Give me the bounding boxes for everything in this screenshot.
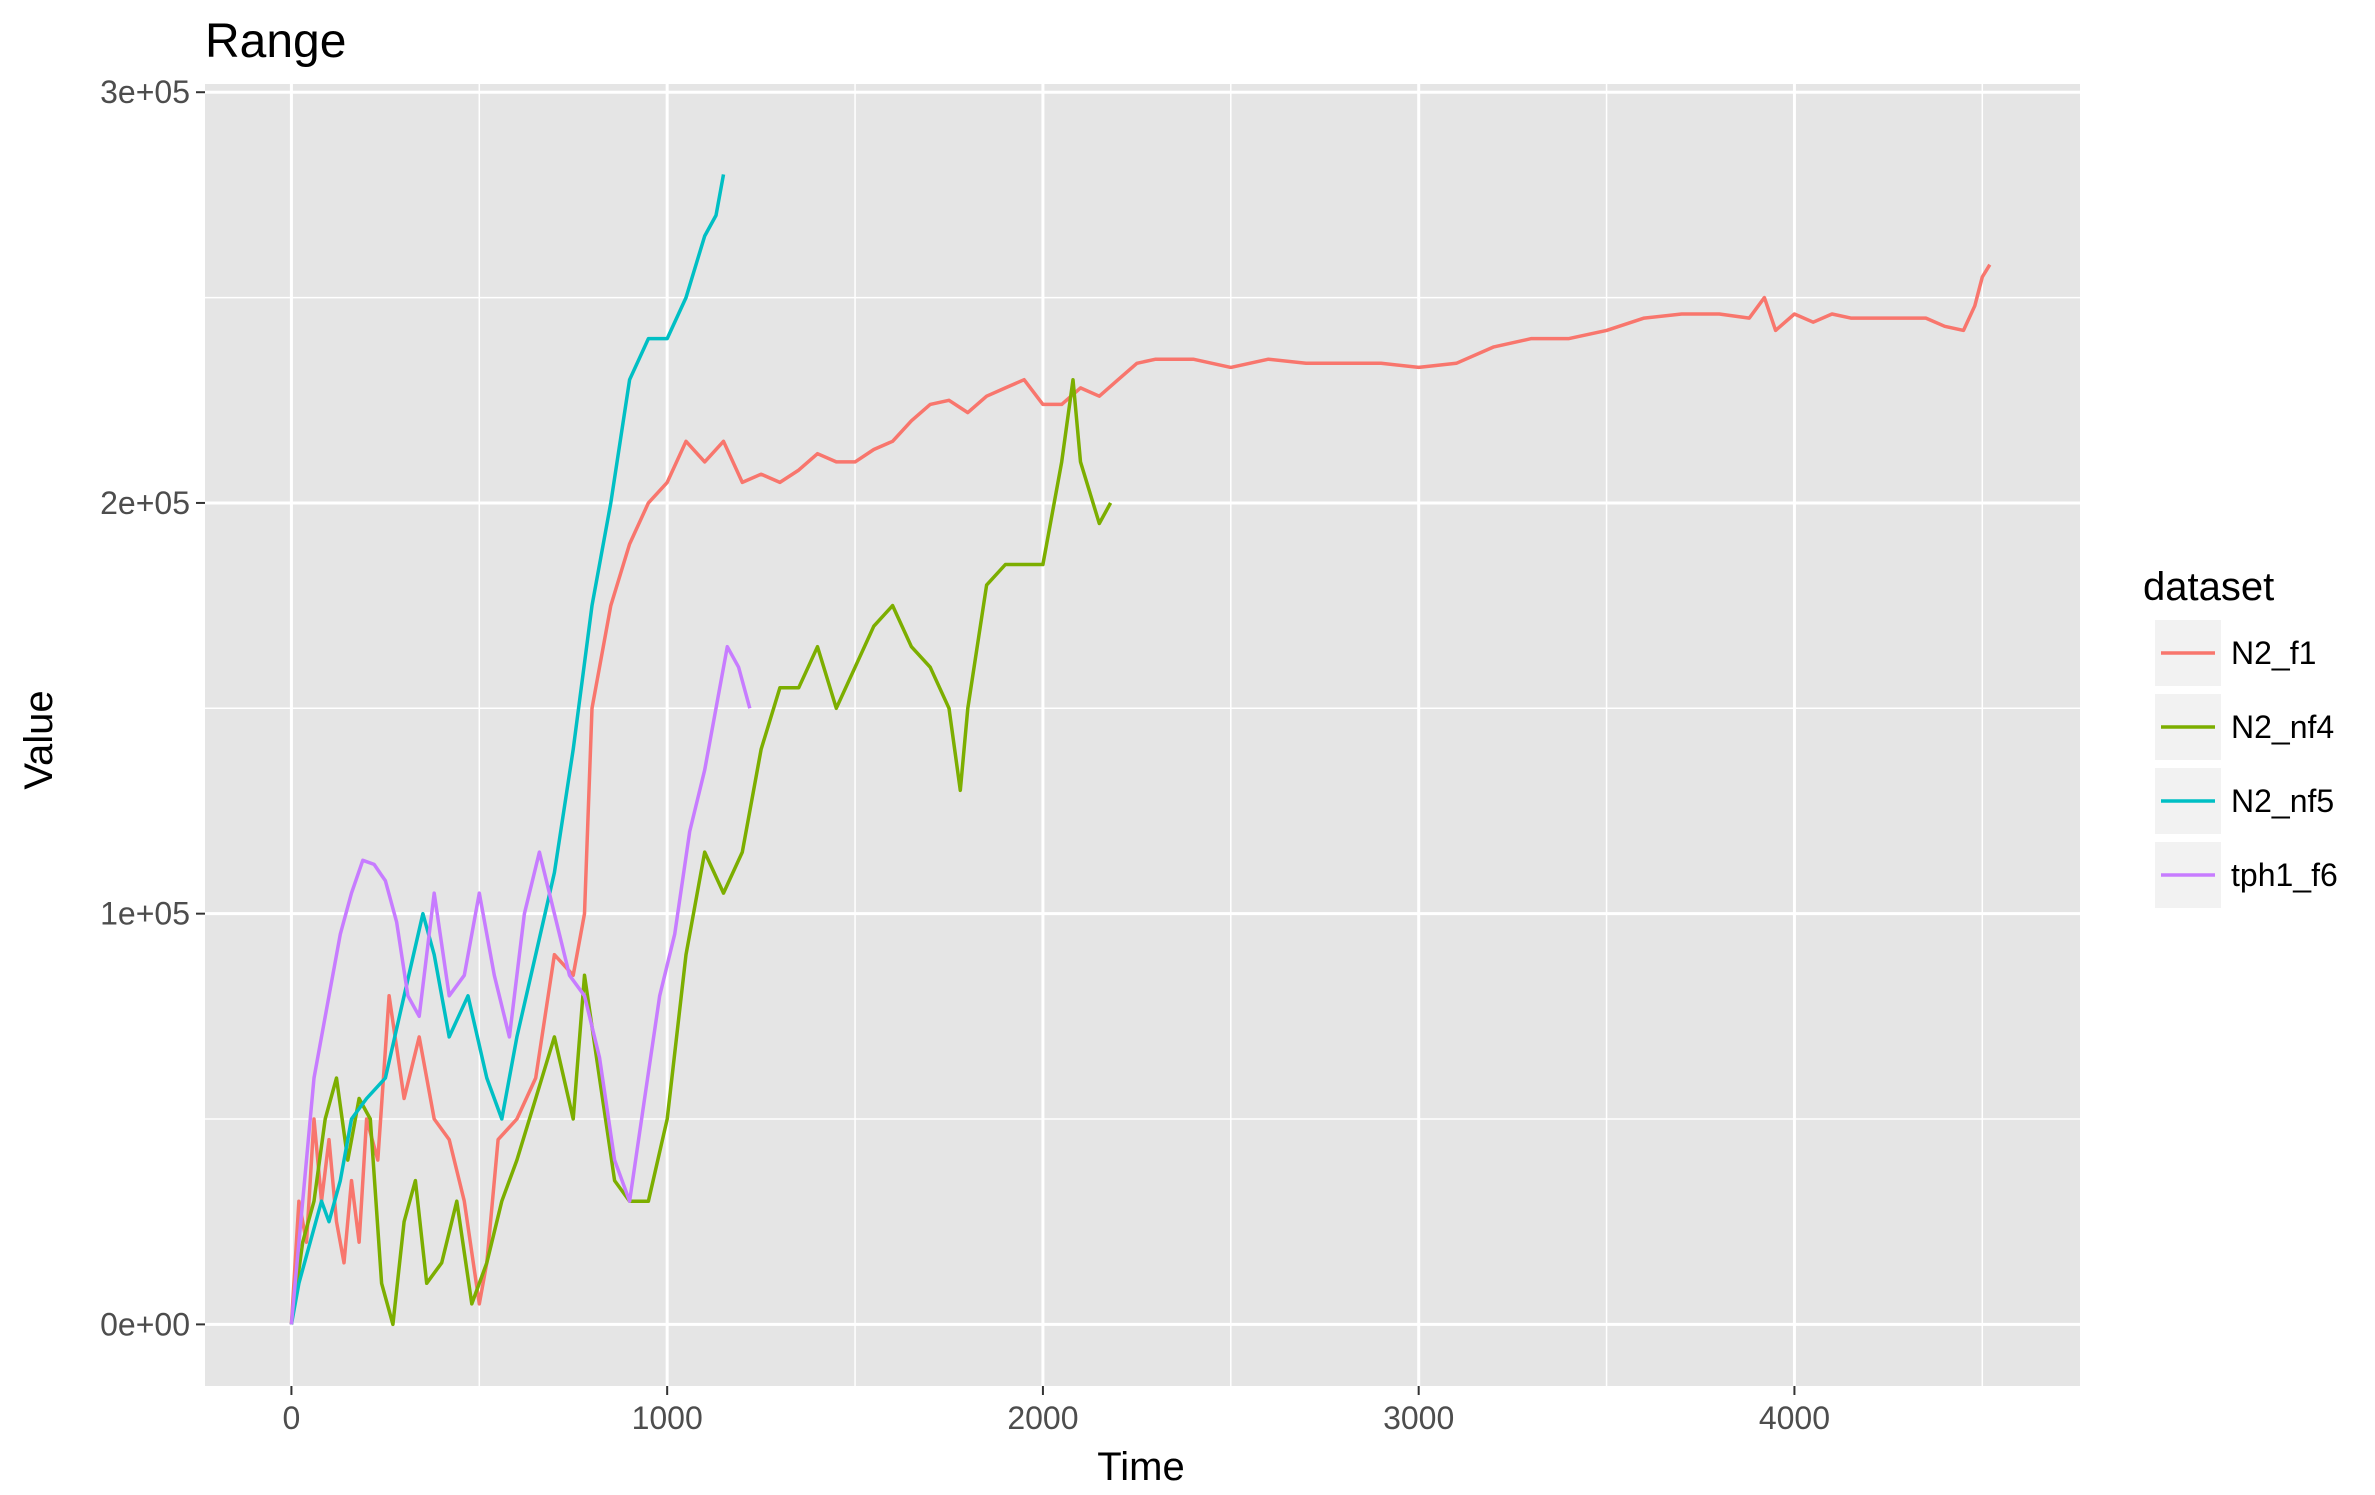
y-tick-label: 1e+05 xyxy=(100,896,190,932)
y-tick-label: 0e+00 xyxy=(100,1306,190,1342)
legend-label-N2_f1: N2_f1 xyxy=(2231,635,2316,671)
x-axis-title: Time xyxy=(1097,1445,1184,1489)
x-axis-ticks: 0 1000 2000 3000 4000 xyxy=(283,1386,1830,1436)
series-layer xyxy=(289,174,1992,1327)
major-gridlines xyxy=(205,84,2080,1386)
legend-label-N2_nf5: N2_nf5 xyxy=(2231,783,2334,819)
x-tick-label: 4000 xyxy=(1759,1400,1830,1436)
x-tick-label: 2000 xyxy=(1007,1400,1078,1436)
legend-label-tph1_f6: tph1_f6 xyxy=(2231,857,2338,893)
minor-gridlines xyxy=(205,84,2080,1386)
legend-title: dataset xyxy=(2143,565,2274,609)
legend-label-N2_nf4: N2_nf4 xyxy=(2231,709,2334,745)
series-line-tph1_f6 xyxy=(289,644,752,1325)
series-line-N2_f1 xyxy=(289,263,1992,1325)
y-tick-label: 2e+05 xyxy=(100,485,190,521)
chart-title: Range xyxy=(205,15,346,68)
y-axis-ticks: 0e+00 1e+05 2e+05 3e+05 xyxy=(100,74,205,1342)
x-tick-label: 1000 xyxy=(632,1400,703,1436)
x-tick-label: 3000 xyxy=(1383,1400,1454,1436)
y-axis-title: Value xyxy=(17,690,61,789)
legend: dataset N2_f1 N2_nf4 N2_nf5 tph1_f6 xyxy=(2143,565,2338,908)
y-tick-label: 3e+05 xyxy=(100,74,190,110)
series-line-N2_nf5 xyxy=(289,174,726,1325)
plot-panel xyxy=(205,84,2080,1386)
x-tick-label: 0 xyxy=(283,1400,301,1436)
series-line-N2_nf4 xyxy=(289,377,1113,1327)
